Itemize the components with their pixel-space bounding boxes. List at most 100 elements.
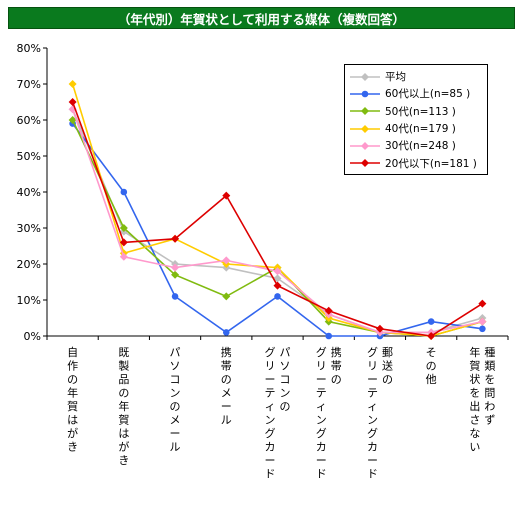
x-category-char: テ (367, 387, 378, 400)
x-category-char: ン (316, 414, 327, 427)
x-category-char: テ (316, 387, 327, 400)
x-category-char: 年 (469, 345, 480, 359)
x-category-char: ー (367, 373, 378, 386)
data-point (119, 252, 128, 261)
x-category-char: ー (367, 454, 378, 467)
x-category-char: グ (316, 426, 327, 440)
data-point (171, 293, 179, 300)
legend-item: 50代(n=113 ) (349, 103, 483, 120)
x-category-char: カ (316, 441, 327, 454)
x-category-char: ー (221, 400, 232, 413)
y-tick-label: 80% (17, 42, 41, 55)
data-point (222, 191, 231, 200)
data-point (274, 293, 281, 300)
legend-label: 40代(n=179 ) (385, 123, 456, 136)
legend-swatch (350, 107, 380, 116)
data-point (222, 292, 231, 301)
x-category-char: グ (265, 426, 276, 440)
data-point (324, 306, 333, 315)
data-point (171, 234, 180, 243)
legend-swatch (350, 124, 380, 133)
x-category-char: 携 (221, 345, 232, 359)
chart-legend: 平均 60代以上(n=85 ) 50代(n=113 ) 40代(n=179 ) 30代(… (344, 64, 488, 175)
x-category-char: ー (316, 454, 327, 467)
x-category-char: の (331, 373, 342, 386)
x-category-char: 郵 (382, 346, 393, 359)
data-point (325, 332, 333, 340)
x-category-char: ソ (170, 360, 181, 373)
data-point (478, 299, 487, 308)
x-category-char: は (118, 427, 129, 440)
data-point (171, 263, 180, 272)
y-tick-label: 0% (24, 330, 41, 343)
x-category-char: 既 (118, 346, 129, 359)
x-category-char: の (170, 400, 181, 413)
x-category-char: 賀 (118, 414, 129, 427)
x-category-char: コ (170, 373, 181, 386)
legend-swatch (350, 141, 380, 150)
x-category-char: の (426, 360, 437, 373)
y-axis-ticks: 0% 10% 20% 30% 40% 50% 60% 70% 80% (17, 42, 47, 343)
x-category-char: を (484, 373, 495, 386)
x-category-char: わ (484, 400, 495, 413)
legend-item: 20代以下(n=181 ) (349, 154, 483, 171)
data-point (273, 274, 282, 283)
y-tick-label: 70% (17, 78, 41, 91)
x-category-char: リ (316, 360, 327, 373)
x-category-char: ィ (265, 400, 276, 413)
data-point (478, 317, 487, 326)
x-category-char: ド (265, 468, 276, 481)
x-category-char: さ (469, 414, 480, 427)
x-category-char: 種 (484, 345, 495, 359)
x-category-char: 携 (331, 345, 342, 359)
x-category-char: 状 (469, 372, 480, 386)
x-category-char: の (280, 400, 291, 413)
x-axis-labels: 自作の年賀はがき既製品の年賀はがきパソコンのメール携帯のメールパソコンのグリーテ… (67, 345, 495, 481)
x-category-char: 賀 (469, 360, 480, 373)
x-category-char: ン (367, 414, 378, 427)
x-category-char: ル (170, 441, 181, 454)
legend-label: 60代以上(n=85 ) (385, 88, 471, 101)
x-category-char: を (469, 387, 480, 400)
x-category-char: 出 (469, 399, 480, 413)
legend-item: 40代(n=179 ) (349, 120, 483, 137)
data-point (68, 116, 77, 124)
data-point (119, 238, 128, 247)
y-tick-label: 10% (17, 294, 41, 307)
x-category-char: な (469, 427, 480, 440)
x-category-char: が (67, 426, 78, 440)
legend-label: 平均 (385, 71, 406, 84)
x-category-char: ー (265, 373, 276, 386)
x-category-char: ル (221, 414, 232, 427)
data-point (427, 332, 436, 340)
x-category-char: 帯 (331, 360, 342, 373)
x-category-char: 作 (67, 360, 78, 373)
x-category-char: グ (265, 345, 276, 359)
x-category-char: ソ (280, 360, 291, 373)
y-tick-label: 60% (17, 114, 41, 127)
x-category-char: メ (170, 414, 181, 427)
x-category-char: 賀 (67, 400, 78, 413)
series-lines (68, 80, 487, 340)
legend-item: 30代(n=248 ) (349, 137, 483, 154)
x-category-char: リ (367, 360, 378, 373)
data-point (273, 281, 282, 290)
x-category-char: ン (170, 387, 181, 400)
legend-swatch (350, 90, 380, 98)
x-category-char: カ (265, 441, 276, 454)
x-category-char: グ (367, 426, 378, 440)
x-category-char: ー (170, 427, 181, 440)
x-category-char: コ (280, 373, 291, 386)
x-category-char: が (118, 440, 129, 454)
y-tick-label: 40% (17, 186, 41, 199)
x-category-char: ド (367, 468, 378, 481)
series-5 (68, 98, 487, 340)
y-tick-label: 50% (17, 150, 41, 163)
x-category-char: グ (316, 345, 327, 359)
x-category-char: ィ (316, 400, 327, 413)
